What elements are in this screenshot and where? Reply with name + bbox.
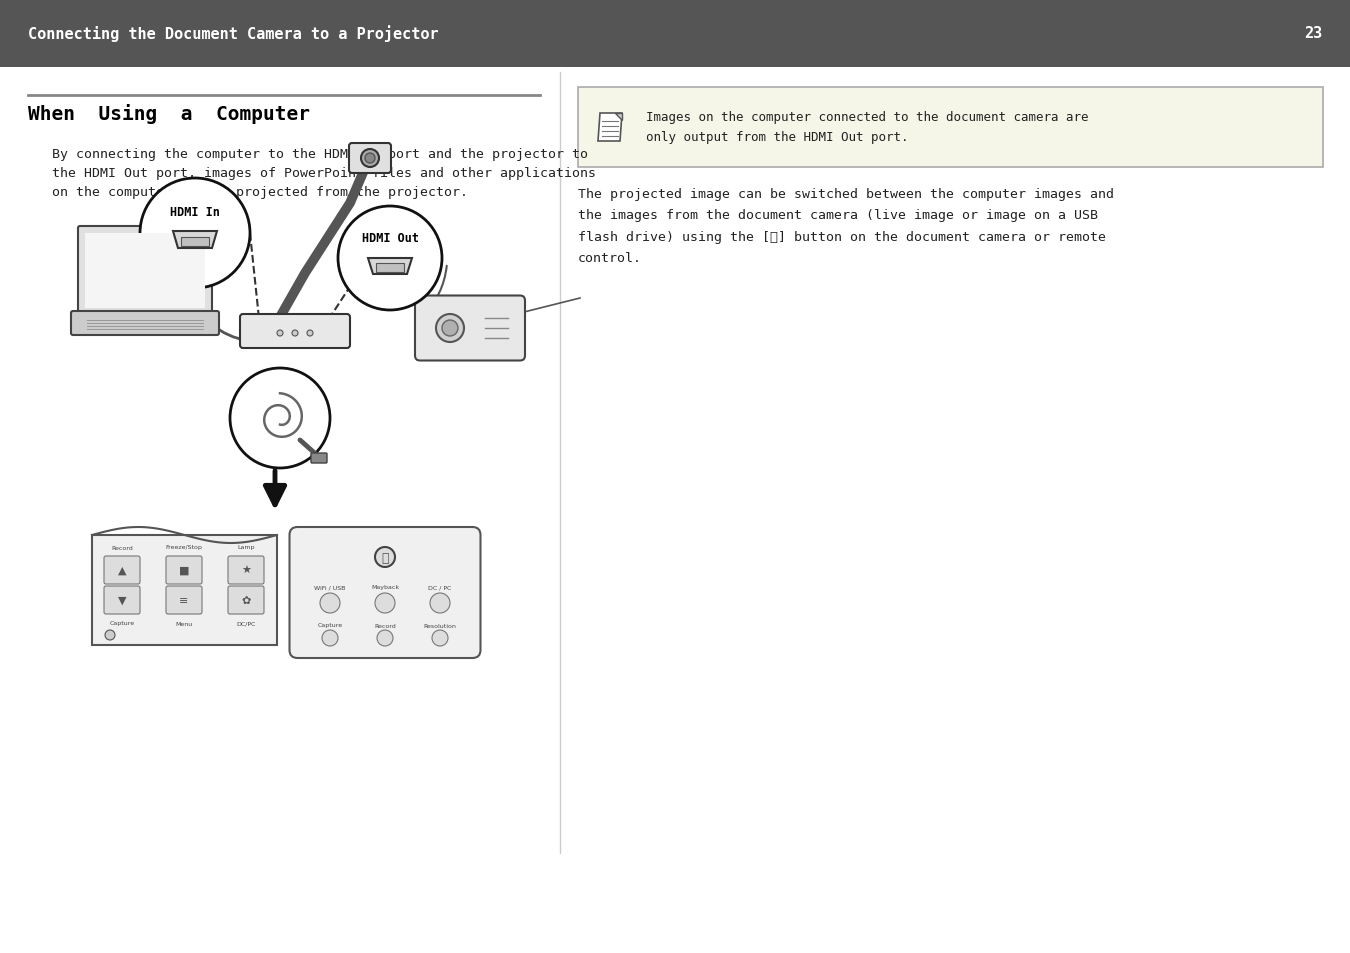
Circle shape [436,314,464,343]
FancyBboxPatch shape [289,527,481,659]
Circle shape [441,320,458,336]
Circle shape [320,594,340,614]
FancyBboxPatch shape [228,586,265,615]
Text: Menu: Menu [176,620,193,626]
Circle shape [277,331,284,336]
Circle shape [377,630,393,646]
Text: 23: 23 [1304,27,1322,42]
Text: Connecting the Document Camera to a Projector: Connecting the Document Camera to a Proj… [28,26,439,42]
Text: By connecting the computer to the HDMI In port and the projector to
the HDMI Out: By connecting the computer to the HDMI I… [53,148,595,199]
Text: ≡: ≡ [180,596,189,605]
Circle shape [375,547,396,567]
Text: ▲: ▲ [117,565,127,576]
FancyBboxPatch shape [240,314,350,349]
Circle shape [292,331,298,336]
Text: DC/PC: DC/PC [236,620,255,626]
Circle shape [375,594,396,614]
FancyBboxPatch shape [377,264,404,273]
FancyBboxPatch shape [350,144,392,173]
FancyBboxPatch shape [166,557,202,584]
Circle shape [432,630,448,646]
Polygon shape [369,258,412,274]
Text: ■: ■ [178,565,189,576]
Circle shape [338,207,441,311]
FancyBboxPatch shape [0,0,1350,68]
Polygon shape [616,113,622,121]
Circle shape [306,331,313,336]
Text: ⏻: ⏻ [381,551,389,564]
FancyBboxPatch shape [578,88,1323,168]
FancyBboxPatch shape [85,233,205,309]
Text: The projected image can be switched between the computer images and
the images f: The projected image can be switched betw… [578,188,1114,265]
Text: ▼: ▼ [117,596,127,605]
Text: Record: Record [111,545,132,550]
Text: ✿: ✿ [242,596,251,605]
Circle shape [360,150,379,168]
Text: HDMI Out: HDMI Out [362,233,418,245]
Text: Capture: Capture [109,620,135,626]
FancyBboxPatch shape [104,586,140,615]
Text: Record: Record [374,623,396,628]
Polygon shape [173,232,217,249]
FancyBboxPatch shape [228,557,265,584]
Circle shape [431,594,450,614]
Text: Lamp: Lamp [238,545,255,550]
Circle shape [105,630,115,640]
Circle shape [364,153,375,164]
Text: HDMI In: HDMI In [170,205,220,218]
FancyBboxPatch shape [104,557,140,584]
Polygon shape [598,113,622,142]
Text: Mayback: Mayback [371,585,400,590]
FancyBboxPatch shape [414,296,525,361]
FancyBboxPatch shape [310,454,327,463]
Text: Images on the computer connected to the document camera are
only output from the: Images on the computer connected to the … [647,112,1088,144]
FancyBboxPatch shape [72,312,219,335]
Circle shape [230,369,329,469]
Text: ★: ★ [242,565,251,576]
FancyBboxPatch shape [181,237,209,247]
Text: WiFi / USB: WiFi / USB [315,585,346,590]
Text: DC / PC: DC / PC [428,585,452,590]
Text: Resolution: Resolution [424,623,456,628]
Text: Capture: Capture [317,623,343,628]
FancyBboxPatch shape [78,227,212,315]
Circle shape [323,630,338,646]
Text: When  Using  a  Computer: When Using a Computer [28,104,311,124]
FancyBboxPatch shape [166,586,202,615]
Circle shape [140,179,250,289]
Text: Freeze/Stop: Freeze/Stop [166,545,202,550]
FancyBboxPatch shape [92,536,277,645]
